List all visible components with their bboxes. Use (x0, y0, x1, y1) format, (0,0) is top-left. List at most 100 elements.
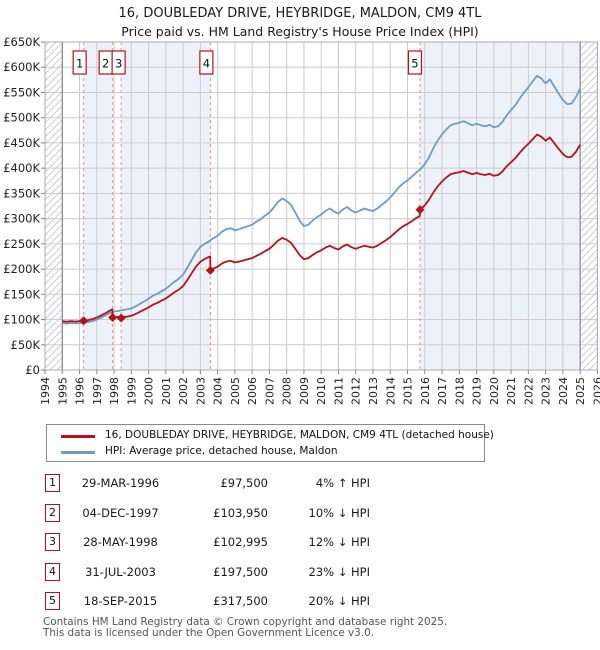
x-tick-label: 2016 (419, 377, 432, 405)
x-tick-label: 2005 (229, 377, 242, 405)
left-hatch-region (45, 42, 63, 370)
y-tick-label: £250K (3, 237, 40, 251)
sale-date: 04-DEC-1997 (82, 505, 159, 520)
sale-price: £97,500 (220, 476, 268, 490)
sale-pct-vs-hpi: 4% ↑ HPI (315, 476, 370, 490)
y-tick-label: £350K (3, 186, 40, 200)
x-tick-label: 2003 (194, 377, 207, 405)
chart-legend: 16, DOUBLEDAY DRIVE, HEYBRIDGE, MALDON, … (46, 424, 494, 462)
x-tick-label: 2026 (591, 377, 600, 405)
sale-number-label: 3 (115, 57, 122, 71)
legend-line-sample (61, 435, 95, 438)
footer-attribution: Contains HM Land Registry data © Crown c… (43, 617, 447, 639)
x-tick-label: 1998 (108, 377, 121, 405)
sale-number-label: 4 (203, 57, 210, 71)
price-history-chart: 1 2 3 4 5£0£50K£100K£150K£200K£250K£300K£350… (3, 35, 600, 405)
sale-price: £102,995 (213, 535, 268, 549)
x-tick-label: 1994 (39, 377, 52, 405)
sale-number-badge: 4 (45, 562, 60, 581)
sale-number-box (111, 50, 126, 75)
x-tick-label: 2004 (212, 377, 225, 405)
footer-line2: This data is licensed under the Open Gov… (43, 627, 375, 639)
sale-date: 18-SEP-2015 (83, 594, 158, 608)
sale-number-badge: 1 (45, 474, 60, 492)
x-tick-label: 2022 (522, 377, 535, 405)
x-tick-label: 1995 (56, 377, 69, 405)
sale-table-row: 4 31-JUL-2003 £197,500 23% ↓ HPI (0, 562, 600, 583)
x-tick-label: 2020 (488, 377, 501, 405)
sale-marker (108, 313, 118, 323)
x-tick-label: 2017 (436, 377, 449, 405)
x-tick-label: 2015 (402, 377, 415, 405)
sale-number-label: 1 (76, 57, 83, 71)
sale-pct-vs-hpi: 12% ↓ HPI (308, 535, 370, 549)
x-tick-label: 2011 (332, 377, 345, 405)
x-tick-label: 2010 (315, 377, 328, 405)
y-tick-label: £400K (3, 161, 40, 175)
x-tick-label: 2001 (160, 377, 173, 405)
x-tick-label: 1999 (125, 377, 138, 405)
x-tick-label: 2002 (177, 377, 190, 405)
y-tick-label: £0 (25, 363, 40, 377)
x-tick-label: 2025 (574, 377, 587, 405)
x-tick-label: 2024 (557, 377, 570, 405)
sale-number-label: 5 (411, 57, 418, 71)
sale-date: 29-MAR-1996 (81, 476, 160, 490)
y-tick-label: £100K (3, 313, 40, 327)
sale-number-badge: 2 (45, 503, 60, 522)
sale-table-row: 1 29-MAR-1996 £97,500 4% ↑ HPI (0, 474, 600, 494)
x-tick-label: 2006 (246, 377, 259, 405)
sale-number-box (72, 50, 87, 75)
legend-item: 16, DOUBLEDAY DRIVE, HEYBRIDGE, MALDON, … (47, 428, 494, 444)
sale-pct-vs-hpi: 23% ↓ HPI (308, 564, 370, 579)
sale-table-row: 2 04-DEC-1997 £103,950 10% ↓ HPI (0, 503, 600, 524)
y-tick-label: £500K (3, 111, 40, 125)
x-tick-label: 2012 (350, 377, 363, 405)
x-tick-label: 2023 (540, 377, 553, 405)
sale-marker (79, 316, 89, 326)
page-title: 16, DOUBLEDAY DRIVE, HEYBRIDGE, MALDON, … (118, 6, 482, 21)
y-tick-label: £600K (3, 60, 40, 74)
y-tick-label: £200K (3, 262, 40, 276)
sale-date: 28-MAY-1998 (83, 535, 158, 549)
price_paid-line (62, 133, 581, 323)
sale-table-row: 3 28-MAY-1998 £102,995 12% ↓ HPI (0, 533, 600, 553)
x-tick-label: 2008 (281, 377, 294, 405)
sale-price: £103,950 (213, 505, 268, 520)
hpi-line (62, 74, 581, 325)
x-tick-label: 2013 (367, 377, 380, 405)
legend-line-sample (61, 451, 95, 454)
right-hatch-region (580, 42, 598, 370)
y-tick-label: £650K (3, 35, 40, 49)
sale-price: £197,500 (213, 564, 268, 579)
y-tick-label: £50K (11, 338, 41, 352)
sale-price: £317,500 (213, 594, 268, 608)
sale-pct-vs-hpi: 20% ↓ HPI (308, 594, 370, 608)
x-tick-label: 2019 (471, 377, 484, 405)
sale-marker (116, 313, 126, 323)
shaded-band (83, 42, 113, 370)
x-tick-label: 1997 (91, 377, 104, 405)
sale-number-badge: 5 (45, 592, 60, 610)
footer-line1: Contains HM Land Registry data © Crown c… (43, 616, 448, 628)
x-tick-label: 2007 (263, 377, 276, 405)
y-tick-label: £450K (3, 136, 40, 150)
y-tick-label: £550K (3, 85, 40, 99)
sale-table-row: 5 18-SEP-2015 £317,500 20% ↓ HPI (0, 592, 600, 612)
x-tick-label: 2014 (384, 377, 397, 405)
sale-date: 31-JUL-2003 (85, 564, 156, 579)
sale-pct-vs-hpi: 10% ↓ HPI (308, 505, 370, 520)
sale-marker (205, 265, 215, 275)
x-tick-label: 2000 (143, 377, 156, 405)
legend-item: HPI: Average price, detached house, Mald… (47, 444, 484, 460)
y-tick-label: £150K (3, 287, 40, 301)
sale-number-badge: 3 (45, 533, 60, 551)
sale-number-box (407, 50, 423, 75)
sale-marker (415, 205, 425, 215)
x-tick-label: 2021 (505, 377, 518, 405)
page-subtitle: Price paid vs. HM Land Registry's House … (121, 24, 479, 39)
x-tick-label: 2009 (298, 377, 311, 405)
x-tick-label: 2018 (453, 377, 466, 405)
y-tick-label: £300K (3, 212, 40, 226)
